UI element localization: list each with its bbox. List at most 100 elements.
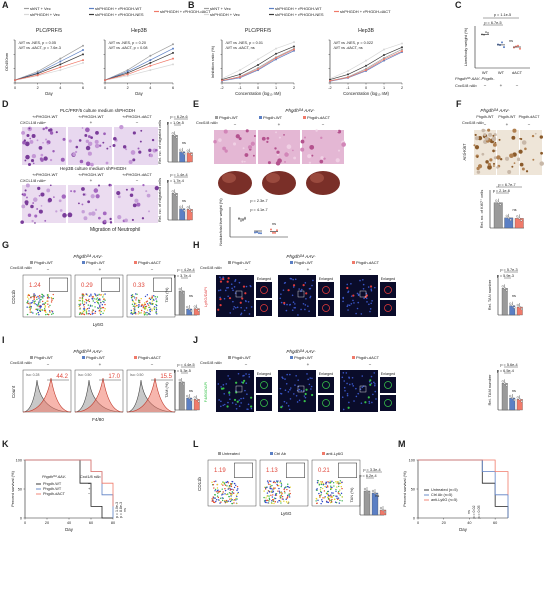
panelF-bars-point-0-2 bbox=[499, 203, 502, 206]
panelC-bottom-image-0-cell-26 bbox=[47, 197, 53, 203]
panelJ-signal-2-4 bbox=[347, 406, 350, 409]
panelJ-enlarged-label-0: Enlarged bbox=[257, 372, 271, 376]
panelL-plot-2-event-101 bbox=[328, 498, 331, 500]
panelH-nucleus-1-24 bbox=[294, 303, 296, 305]
panelF-bars-point-0-1 bbox=[497, 201, 500, 204]
panelC-bottom-image-1-cell-10 bbox=[67, 212, 73, 218]
panelJ-nucleus-2-28 bbox=[353, 400, 355, 402]
panelL-plot-1-event-68 bbox=[271, 484, 273, 487]
panelC-top-bars-stat-0: p = 6.2e-6 bbox=[170, 115, 187, 119]
panelG-bars-stat-2: ns bbox=[189, 294, 193, 298]
panelG-plot-1-event-23 bbox=[87, 313, 89, 315]
panelG-plot-0-event-3 bbox=[32, 312, 34, 314]
panelB-plc-xticklabel-2: 0 bbox=[257, 86, 259, 90]
panelJ-enlarged-cell-top-0 bbox=[260, 381, 268, 389]
panelL-plot-1-event-78 bbox=[286, 494, 289, 497]
panelJ-bars-stat-1: p = 6.5e-4 bbox=[497, 369, 514, 373]
panelJ-nucleus-2-31 bbox=[370, 375, 373, 378]
panelL-plot-2-event-68 bbox=[341, 481, 343, 484]
panelL-plot-1-gate bbox=[286, 462, 305, 478]
panelG-plot-0-event-54 bbox=[42, 297, 44, 299]
panelL-plot-0-event-28 bbox=[231, 491, 233, 493]
panelL-plot-2-event-20 bbox=[324, 496, 326, 498]
panelL-plot-1-event-15 bbox=[280, 482, 283, 485]
panelI-col-1: Phgdh-WT bbox=[86, 355, 106, 360]
panelC-top-image-1-cell-8 bbox=[87, 141, 93, 147]
panelI-stain-curve-1 bbox=[74, 377, 124, 413]
panelG-plot-0-event-93 bbox=[30, 297, 32, 299]
panelC-top-image-0-cell-25 bbox=[28, 127, 31, 130]
panelJ-nucleus-2-25 bbox=[346, 394, 349, 397]
panelD-point-2-3 bbox=[276, 229, 278, 232]
panelH-bars-point-1-2 bbox=[513, 306, 516, 309]
panelG-plot-0-event-18 bbox=[50, 301, 53, 303]
panelH-nucleus-2-16 bbox=[368, 303, 370, 306]
panelC-bottom-image-0-cell-21 bbox=[27, 213, 32, 217]
panelJ-bars-point-0-1 bbox=[503, 382, 506, 385]
panelL-plot-0-event-71 bbox=[227, 482, 230, 484]
panelH-nucleus-1-39 bbox=[289, 277, 292, 280]
panelF-image-2-cell-5 bbox=[524, 147, 527, 151]
panelI-bars-stat-2: ns bbox=[189, 389, 193, 393]
panelL-plot-2-event-85 bbox=[327, 486, 329, 488]
panelG-plot-1-event-123 bbox=[103, 298, 105, 301]
panelD-histo-1-cell-10 bbox=[274, 147, 277, 150]
panelL-plot-1-event-117 bbox=[266, 492, 269, 494]
panelI-bars-stat-0: p = 4.4e-5 bbox=[177, 363, 194, 367]
panelF-image-1-cell-4 bbox=[511, 135, 516, 140]
panelL-plot-1-event-108 bbox=[271, 500, 273, 502]
panelL-plot-2-event-32 bbox=[335, 481, 337, 483]
panelA-plc-xticklabel-3: 6 bbox=[82, 86, 84, 90]
panelJ-nucleus-1-34 bbox=[307, 378, 309, 381]
panelC-bottom-bars-point-1-0 bbox=[179, 205, 182, 208]
panelD-histo-2-cell-7 bbox=[300, 147, 305, 152]
panelC-bottom-image-0-cell-7 bbox=[34, 214, 38, 218]
panelJ-nucleus-1-32 bbox=[303, 395, 306, 397]
legendB-item-4: shPHGDH + rPHGDH-dACT bbox=[340, 9, 391, 14]
panelG-plot-2-event-127 bbox=[148, 297, 151, 299]
panelL-plot-1-event-54 bbox=[265, 501, 267, 504]
panelL-plot-2-event-97 bbox=[338, 502, 341, 504]
panelL-plot-0-event-80 bbox=[229, 485, 231, 487]
panelH-nucleus-0-31 bbox=[232, 300, 234, 303]
panelC-bottom-image-1-cell-3 bbox=[95, 194, 100, 199]
panelI-rowlabel: Cxcl1/8 nAb bbox=[10, 360, 32, 365]
panelG-plot-2-event-9 bbox=[151, 308, 153, 310]
panelG-plot-1-event-109 bbox=[99, 306, 101, 308]
panel-letter-A: A bbox=[2, 0, 9, 10]
panelL-plot-1-event-34 bbox=[265, 499, 268, 502]
panelL-plot-0-event-99 bbox=[225, 499, 228, 502]
panelC-bottom-image-0-cell-4 bbox=[44, 219, 47, 222]
panelL-plot-1-event-97 bbox=[278, 499, 280, 502]
panelL-plot-2-event-119 bbox=[338, 493, 340, 495]
panelL-plot-2-event-120 bbox=[327, 481, 329, 483]
panelC-top-image-1-cell-10 bbox=[95, 130, 99, 135]
panelL-plot-0-event-122 bbox=[222, 482, 225, 484]
panelL-plot-1-event-72 bbox=[278, 487, 280, 490]
panelH-col-2: Phgdh-dACT bbox=[356, 260, 380, 265]
panelL-plot-1-event-124 bbox=[268, 491, 271, 493]
panelF-image-0-cell-20 bbox=[477, 135, 483, 141]
panelG-plot-2-event-56 bbox=[143, 312, 145, 315]
panelF-col-0: Phgdh-WT bbox=[476, 115, 494, 119]
panelH-title: Phgdhᴼᴬ AAV- bbox=[286, 254, 316, 259]
panelL-plot-2-event-91 bbox=[320, 483, 323, 486]
panelJ-nucleus-2-12 bbox=[370, 382, 373, 385]
panelC-top-image-1-cell-15 bbox=[103, 132, 106, 136]
panelF-bars-point-1-0 bbox=[505, 214, 508, 217]
panelG-plot-2-event-122 bbox=[149, 298, 152, 301]
panelL-plot-2-event-6 bbox=[315, 500, 317, 502]
panelL-plot-1-event-18 bbox=[285, 501, 288, 503]
panelJ-nucleus-0-2 bbox=[238, 405, 241, 407]
panelG-plot-2-event-58 bbox=[135, 302, 137, 305]
panelJ-nucleus-1-4 bbox=[289, 398, 292, 400]
panelL-plot-1-event-81 bbox=[280, 485, 282, 488]
panelC-bottom-image-1-cell-0 bbox=[97, 184, 101, 187]
panelJ-enlarged-label-1: Enlarged bbox=[319, 372, 333, 376]
panelG-col-1: Phgdh-WT bbox=[86, 260, 106, 265]
panelD-liver-1 bbox=[262, 171, 296, 195]
panelG-plot-1-event-39 bbox=[93, 298, 95, 300]
panelD-histo-0-cell-10 bbox=[232, 142, 237, 146]
panelG-plot-2-event-115 bbox=[136, 293, 138, 296]
panelC-bottom-bars-stat-0: p = 1.4e-4 bbox=[170, 173, 187, 177]
